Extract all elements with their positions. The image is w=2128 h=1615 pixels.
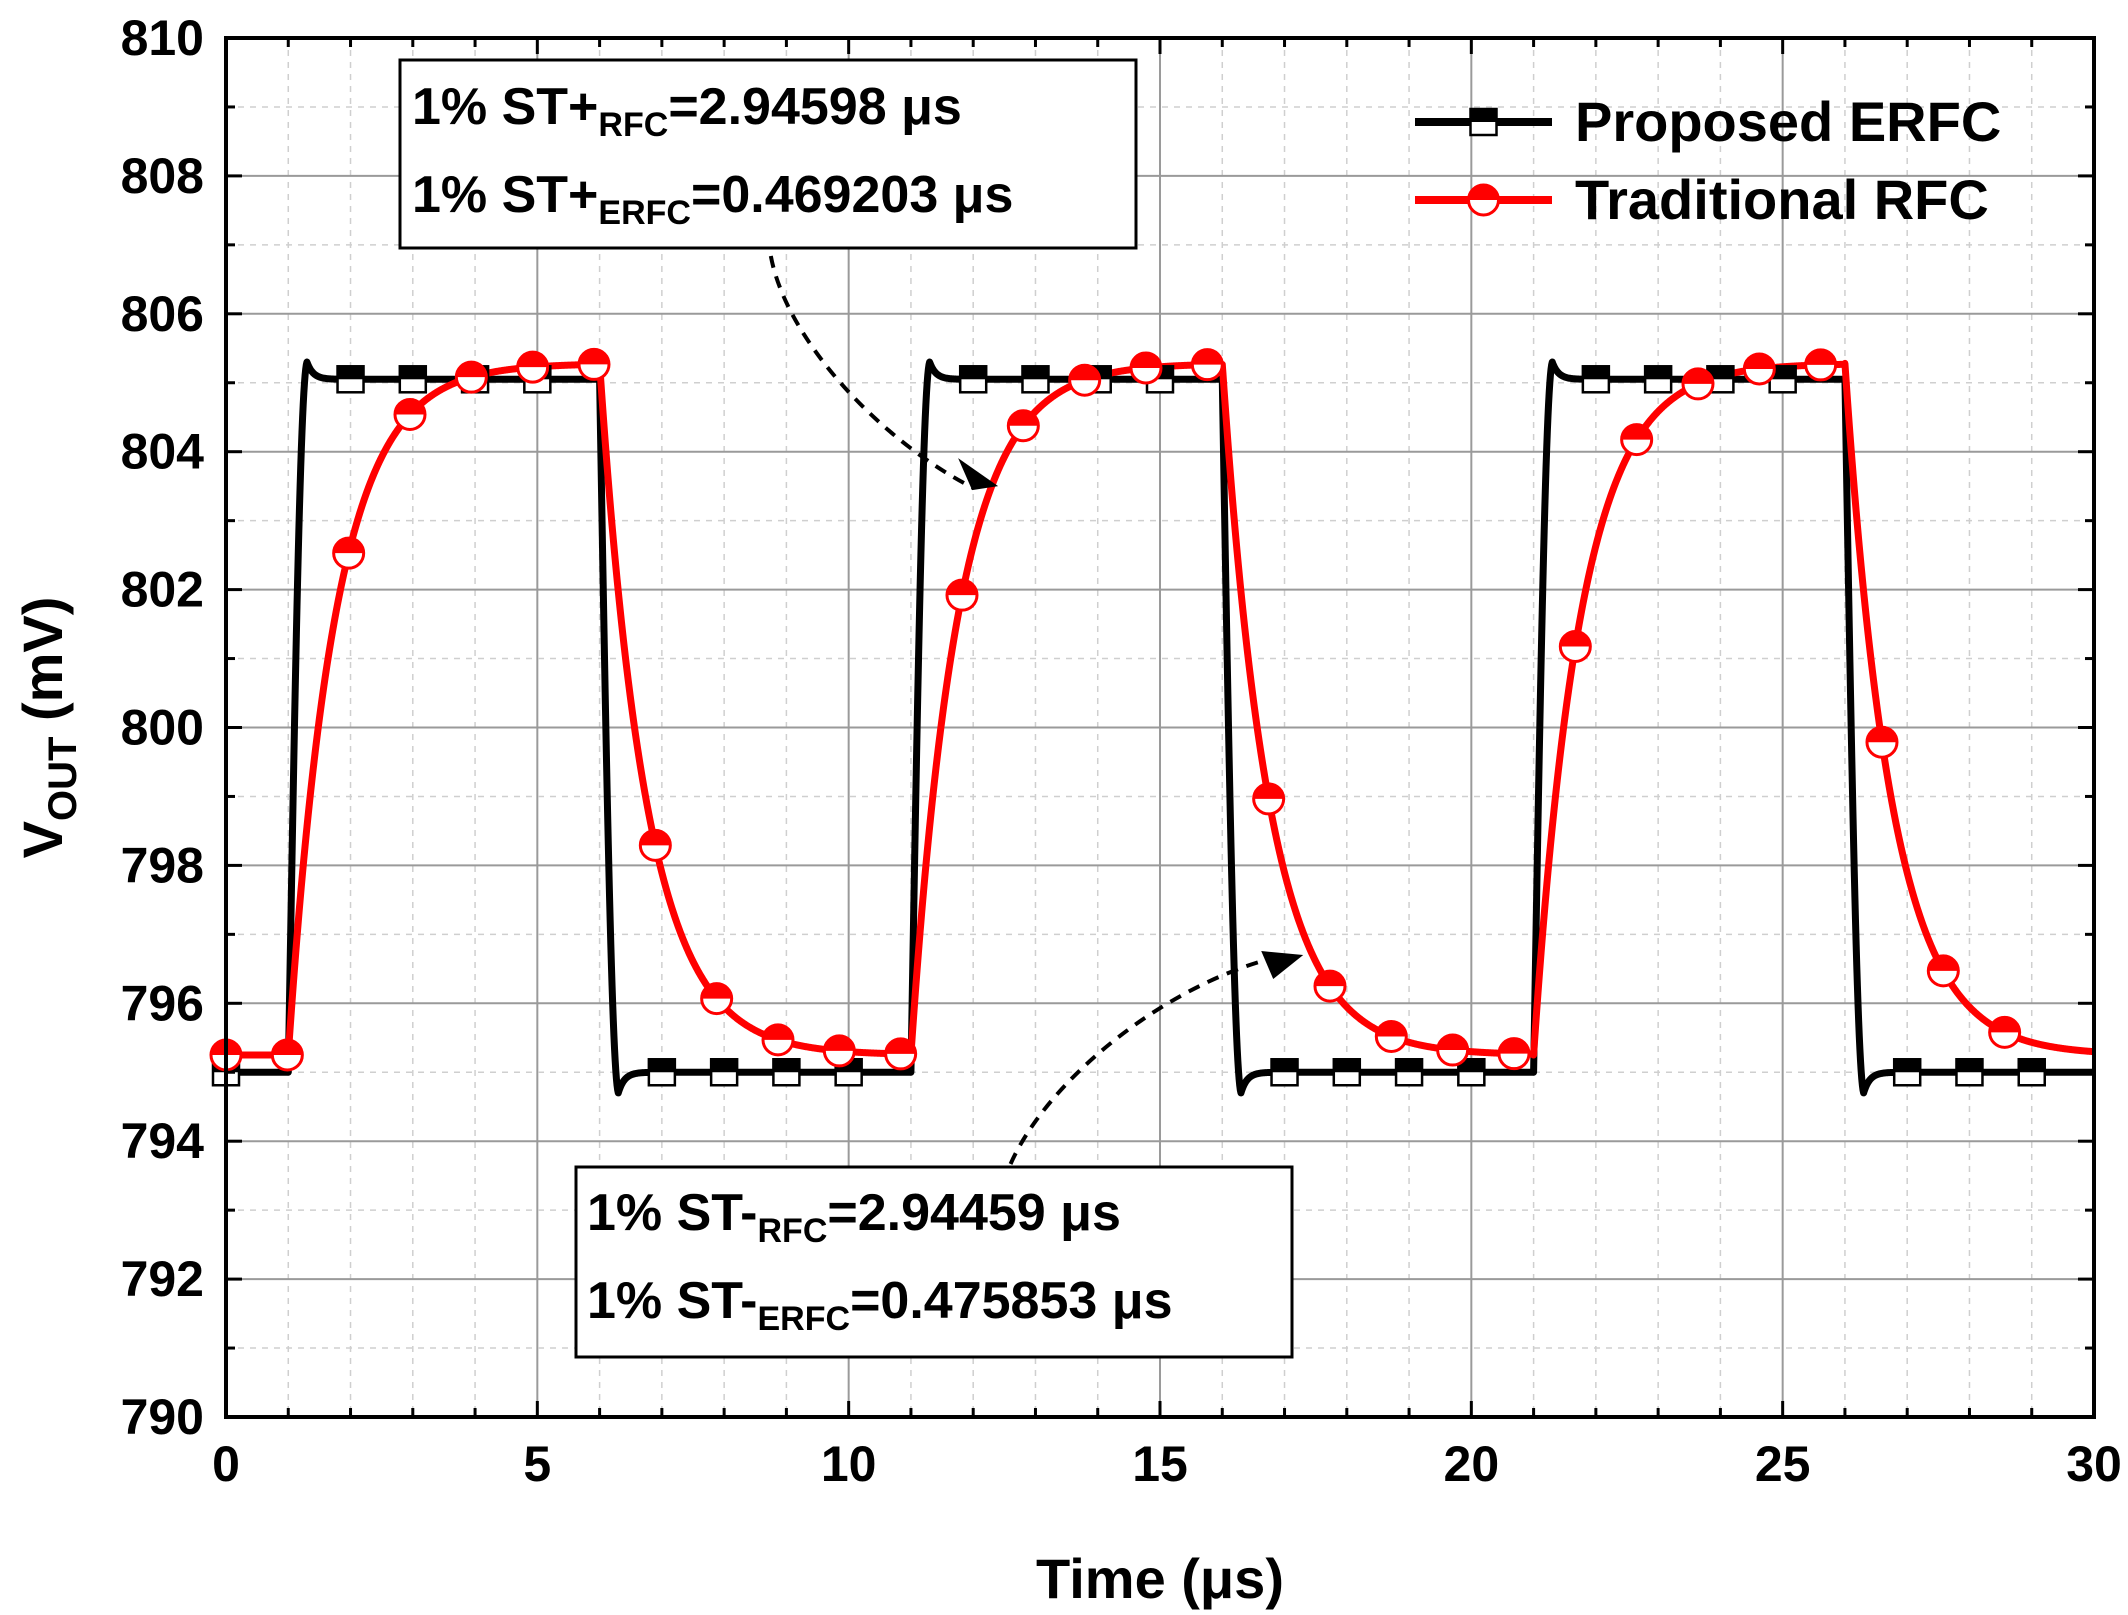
- marker-traditional-rfc: [822, 1034, 856, 1068]
- marker-proposed-erfc: [1892, 1058, 1922, 1087]
- x-axis-title: Time (μs): [1036, 1547, 1284, 1610]
- legend-item-traditional-rfc: Traditional RFC: [1415, 168, 1989, 231]
- marker-traditional-rfc: [1068, 363, 1102, 397]
- y-axis-title: VOUT (mV): [11, 597, 85, 859]
- legend: Proposed ERFC Traditional RFC: [1415, 90, 2001, 231]
- legend-marker-proposed-erfc: [1469, 107, 1498, 137]
- annotation-fall-settling: 1% ST-RFC=2.94459 μs 1% ST-ERFC=0.475853…: [574, 951, 1304, 1359]
- marker-traditional-rfc: [1558, 629, 1592, 663]
- marker-traditional-rfc: [638, 828, 672, 862]
- legend-marker-traditional-rfc: [1467, 183, 1500, 217]
- marker-proposed-erfc: [1457, 1058, 1486, 1087]
- grid: [226, 38, 2094, 1417]
- marker-proposed-erfc: [1270, 1058, 1299, 1087]
- marker-traditional-rfc: [1006, 409, 1040, 443]
- annotation-rise-arrowhead: [958, 458, 999, 491]
- y-tick-label: 796: [121, 975, 204, 1031]
- y-axis-title-main: V: [11, 821, 74, 858]
- marker-proposed-erfc: [1021, 365, 1050, 394]
- marker-traditional-rfc: [700, 982, 734, 1016]
- annotation-fall-box: [574, 1165, 1294, 1359]
- series-layer: [209, 347, 2097, 1097]
- legend-item-proposed-erfc: Proposed ERFC: [1415, 90, 2001, 153]
- marker-traditional-rfc: [332, 536, 366, 570]
- marker-traditional-rfc: [1681, 367, 1715, 401]
- marker-traditional-rfc: [454, 360, 488, 394]
- annotation-rise-box: [398, 58, 1138, 250]
- x-tick-label: 15: [1132, 1436, 1188, 1492]
- marker-proposed-erfc: [1581, 365, 1611, 394]
- x-tick-label: 30: [2066, 1436, 2122, 1492]
- marker-proposed-erfc: [1955, 1058, 1984, 1087]
- axis-ticks: [224, 36, 2096, 1419]
- legend-circle-icon: [1467, 183, 1500, 217]
- marker-proposed-erfc: [772, 1058, 801, 1087]
- marker-traditional-rfc: [945, 578, 979, 612]
- x-tick-label: 25: [1755, 1436, 1811, 1492]
- marker-traditional-rfc: [884, 1037, 918, 1071]
- legend-label-traditional-rfc: Traditional RFC: [1575, 168, 1989, 231]
- marker-proposed-erfc: [1768, 365, 1797, 394]
- y-tick-label: 802: [121, 562, 204, 618]
- annotation-fall-arrowhead: [1261, 951, 1304, 980]
- marker-traditional-rfc: [1742, 352, 1776, 386]
- marker-traditional-rfc: [1374, 1019, 1408, 1053]
- marker-proposed-erfc: [1394, 1058, 1424, 1087]
- marker-traditional-rfc: [1436, 1033, 1470, 1067]
- marker-proposed-erfc: [398, 365, 428, 394]
- annotation-rise-arrow: [768, 255, 975, 490]
- marker-proposed-erfc: [2017, 1058, 2046, 1087]
- marker-traditional-rfc: [270, 1038, 304, 1072]
- x-tick-label: 5: [523, 1436, 551, 1492]
- marker-traditional-rfc: [1804, 348, 1838, 382]
- marker-traditional-rfc: [1190, 348, 1224, 382]
- y-tick-label: 790: [121, 1389, 204, 1445]
- marker-traditional-rfc: [516, 350, 550, 384]
- marker-traditional-rfc: [1497, 1037, 1531, 1071]
- y-tick-label: 794: [121, 1113, 205, 1169]
- y-tick-label: 800: [121, 700, 204, 756]
- marker-proposed-erfc: [1332, 1058, 1362, 1087]
- marker-proposed-erfc: [958, 365, 988, 394]
- marker-traditional-rfc: [1926, 954, 1960, 988]
- y-tick-label: 804: [121, 424, 205, 480]
- annotation-fall-arrow: [1008, 958, 1267, 1165]
- annotation-rise-settling: 1% ST+RFC=2.94598 μs 1% ST+ERFC=0.469203…: [398, 58, 1138, 491]
- annotation-fall-line-erfc: 1% ST-ERFC=0.475853 μs: [587, 1272, 1173, 1338]
- marker-traditional-rfc: [1865, 725, 1899, 759]
- y-axis-title-unit: (mV): [11, 597, 74, 737]
- annotation-rise-line-rfc: 1% ST+RFC=2.94598 μs: [412, 78, 962, 144]
- marker-traditional-rfc: [577, 347, 611, 381]
- tick-labels: 0 5 10 15 20 25 30 790 792 794 796 798 800 802 804 806 8…: [121, 10, 2122, 1492]
- y-tick-label: 808: [121, 148, 204, 204]
- y-axis-title-sub: OUT: [41, 737, 85, 821]
- y-tick-label: 806: [121, 286, 204, 342]
- y-tick-label: 810: [121, 10, 204, 66]
- marker-traditional-rfc: [1620, 423, 1654, 457]
- marker-traditional-rfc: [1313, 969, 1347, 1003]
- y-tick-label: 798: [121, 837, 204, 893]
- legend-label-proposed-erfc: Proposed ERFC: [1575, 90, 2001, 153]
- y-tick-label: 792: [121, 1251, 204, 1307]
- marker-proposed-erfc: [1643, 365, 1673, 394]
- annotation-fall-line-rfc: 1% ST-RFC=2.94459 μs: [587, 1184, 1121, 1250]
- marker-traditional-rfc: [1988, 1015, 2022, 1049]
- marker-proposed-erfc: [709, 1058, 739, 1087]
- x-tick-label: 10: [821, 1436, 877, 1492]
- marker-proposed-erfc: [336, 365, 365, 394]
- marker-traditional-rfc: [1252, 782, 1286, 816]
- marker-traditional-rfc: [393, 397, 427, 431]
- legend-square-icon: [1469, 107, 1498, 137]
- marker-traditional-rfc: [1129, 351, 1163, 385]
- marker-proposed-erfc: [647, 1058, 677, 1087]
- x-tick-label: 0: [212, 1436, 240, 1492]
- x-tick-label: 20: [1444, 1436, 1500, 1492]
- annotation-rise-line-erfc: 1% ST+ERFC=0.469203 μs: [412, 166, 1013, 232]
- marker-traditional-rfc: [761, 1023, 795, 1057]
